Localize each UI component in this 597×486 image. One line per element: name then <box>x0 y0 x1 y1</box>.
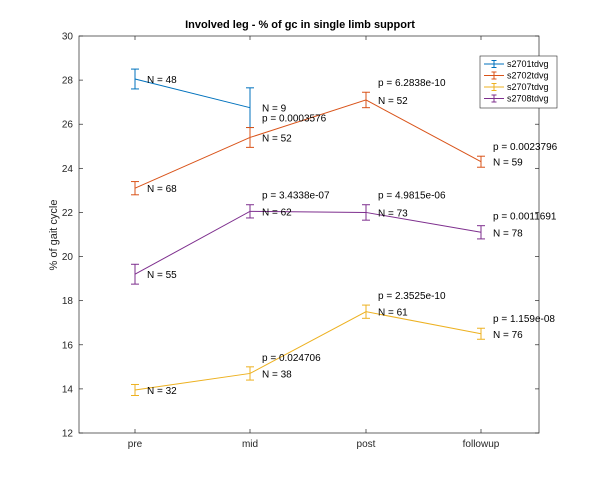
legend-entry: s2708tdvg <box>507 94 549 104</box>
y-tick-label: 28 <box>62 76 74 87</box>
n-label: N = 78 <box>493 228 523 239</box>
n-label: N = 38 <box>262 369 292 380</box>
x-tick-label: mid <box>242 439 258 450</box>
chart-title: Involved leg - % of gc in single limb su… <box>185 19 415 31</box>
series-line <box>134 78 251 109</box>
series-line <box>134 311 482 391</box>
n-label: N = 76 <box>493 330 523 341</box>
n-label: N = 52 <box>378 96 408 107</box>
legend-box <box>479 55 558 109</box>
y-tick-label: 30 <box>62 32 74 43</box>
series-s2708tdvg: N = 55 N = 62 p = 3.4338e-07 N = 73 p = 4.98… <box>131 191 557 285</box>
y-tick-label: 24 <box>62 164 74 175</box>
p-value-label: p = 3.4338e-07 <box>262 191 330 202</box>
legend-entry: s2707tdvg <box>507 82 549 92</box>
x-axis: pre mid post followup <box>128 36 500 450</box>
n-label: N = 52 <box>262 133 292 144</box>
x-tick-label: pre <box>128 439 143 450</box>
p-value-label: p = 0.0023796 <box>493 142 558 153</box>
p-value-label: p = 2.3525e-10 <box>378 291 446 302</box>
y-tick-label: 12 <box>62 429 74 440</box>
n-label: N = 68 <box>147 184 177 195</box>
series-line <box>134 99 482 189</box>
series-line <box>134 210 482 275</box>
y-tick-label: 20 <box>62 252 74 263</box>
p-value-label: p = 6.2838e-10 <box>378 78 446 89</box>
legend-entry: s2702tdvg <box>507 71 549 81</box>
p-value-label: p = 0.0003576 <box>262 114 327 125</box>
y-tick-label: 26 <box>62 120 74 131</box>
n-label: N = 59 <box>493 158 523 169</box>
x-tick-label: followup <box>463 439 500 450</box>
x-tick-label: post <box>357 439 376 450</box>
y-axis: 12 14 16 18 20 22 24 26 28 30 <box>62 32 539 440</box>
series-s2707tdvg: N = 32 N = 38 p = 0.024706 N = 61 p = 2.3525… <box>131 291 555 397</box>
legend-entry: s2701tdvg <box>507 59 549 69</box>
p-value-label: p = 0.0011691 <box>493 212 557 223</box>
y-tick-label: 18 <box>62 296 74 307</box>
n-label: N = 61 <box>378 308 408 319</box>
n-label: N = 32 <box>147 386 177 397</box>
n-label: N = 9 <box>262 104 287 115</box>
p-value-label: p = 0.024706 <box>262 353 321 364</box>
n-label: N = 55 <box>147 270 177 281</box>
y-axis-label: % of gait cycle <box>48 200 60 271</box>
p-value-label: p = 1.159e-08 <box>493 314 555 325</box>
n-label: N = 73 <box>378 208 408 219</box>
series-s2702tdvg: N = 68 N = 52 p = 0.0003576 N = 52 p = 6.283… <box>131 78 558 196</box>
p-value-label: p = 4.9815e-06 <box>378 191 446 202</box>
y-tick-label: 14 <box>62 384 74 395</box>
y-tick-label: 16 <box>62 340 74 351</box>
n-label: N = 62 <box>262 207 292 218</box>
plot-area <box>78 35 540 434</box>
y-tick-label: 22 <box>62 208 74 219</box>
n-label: N = 48 <box>147 75 177 86</box>
